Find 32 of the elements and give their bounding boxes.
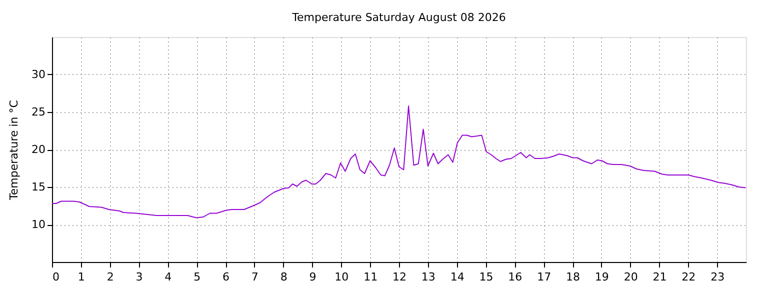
x-tick-label: 9 (309, 270, 316, 284)
x-tick-label: 7 (251, 270, 258, 284)
x-tick-label: 22 (682, 270, 696, 284)
x-tick-label: 2 (106, 270, 114, 284)
y-tick-label: 20 (32, 143, 46, 156)
x-tick-label: 0 (52, 270, 60, 284)
x-tick-label: 6 (222, 270, 230, 284)
x-tick-label: 1 (78, 270, 85, 284)
x-tick-label: 14 (450, 270, 464, 284)
x-tick-label: 12 (392, 270, 406, 284)
x-tick-label: 15 (479, 270, 494, 284)
x-tick-label: 19 (594, 270, 609, 284)
x-tick-label: 3 (136, 270, 143, 284)
x-tick-label: 23 (710, 270, 725, 284)
x-tick-label: 16 (508, 270, 522, 284)
x-tick-label: 8 (280, 270, 288, 284)
line-series (52, 106, 746, 218)
x-tick-label: 21 (652, 270, 667, 284)
x-tick-label: 11 (364, 270, 378, 284)
y-tick-label: 30 (32, 68, 46, 81)
y-axis-title: Temperature in °C (8, 100, 21, 201)
x-tick-label: 18 (566, 270, 580, 284)
x-tick-label: 5 (194, 270, 201, 284)
x-tick-label: 17 (537, 270, 552, 284)
x-tick-label: 4 (164, 270, 172, 284)
x-tick-label: 13 (421, 270, 436, 284)
y-tick-label: 10 (32, 218, 46, 231)
x-tick-label: 20 (624, 270, 638, 284)
chart-title: Temperature Saturday August 08 2026 (291, 11, 506, 24)
y-tick-label: 15 (32, 180, 46, 194)
y-tick-label: 25 (32, 106, 46, 118)
x-tick-label: 10 (334, 270, 349, 284)
